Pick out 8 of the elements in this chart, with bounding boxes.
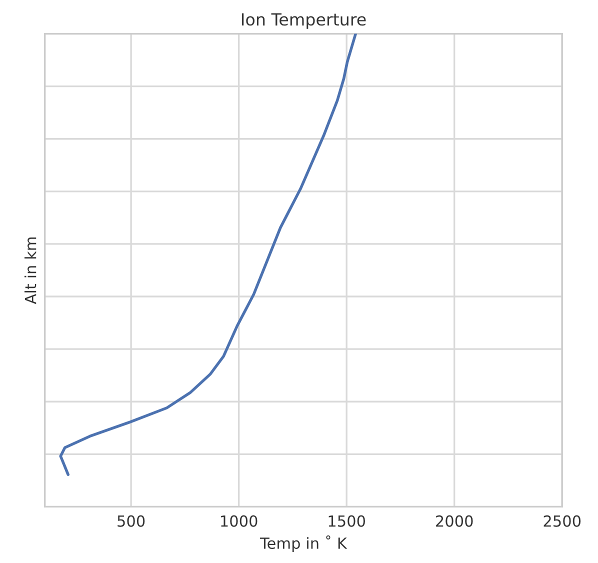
chart-title: Ion Temperture: [242, 13, 366, 29]
y-axis-title: Alt in km: [24, 238, 36, 304]
x-tick-label: 1500: [328, 515, 366, 527]
x-tick-label: 2000: [436, 515, 473, 527]
x-tick-label: 2500: [544, 515, 581, 527]
x-tick-label: 500: [118, 515, 145, 527]
x-tick-label: 1000: [221, 515, 258, 527]
x-axis-title: Temp in ˚ K: [260, 535, 348, 552]
